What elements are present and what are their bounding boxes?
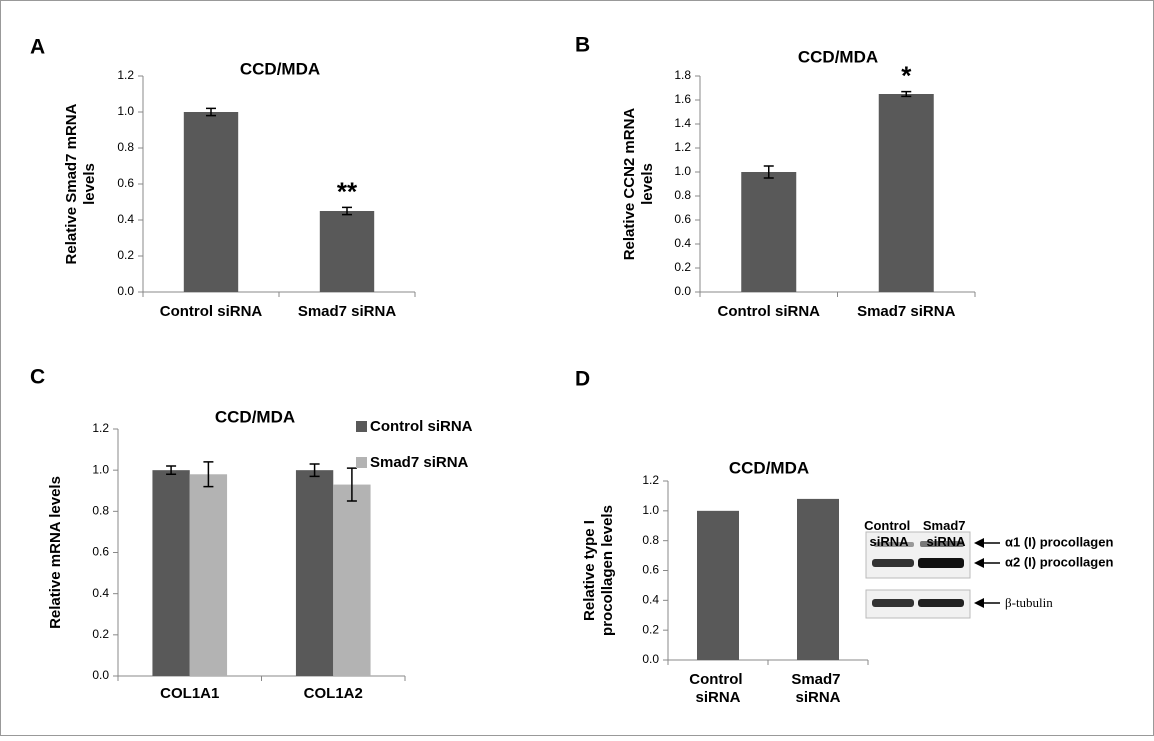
- panel-letter: A: [30, 36, 45, 59]
- y-tick-label: 1.8: [674, 68, 691, 82]
- y-tick-label: 0.6: [117, 176, 134, 190]
- band: [872, 559, 914, 567]
- bar: [333, 485, 370, 676]
- panel-letter: B: [575, 34, 590, 57]
- y-tick-label: 0.2: [674, 260, 691, 274]
- bar: [184, 112, 238, 292]
- y-tick-label: 0.8: [642, 533, 659, 547]
- y-tick-label: 0.4: [117, 212, 134, 226]
- significance: *: [901, 60, 912, 90]
- bar: [320, 211, 374, 292]
- panel-letter: D: [575, 368, 590, 391]
- panel-letter: C: [30, 366, 45, 389]
- figure: Control siRNA Smad7 siRNA α1 (I) procoll…: [0, 0, 1154, 736]
- y-tick-label: 0.4: [92, 586, 109, 600]
- bar: [190, 474, 227, 676]
- bar: [879, 94, 934, 292]
- y-axis-label: procollagen levels: [599, 505, 616, 636]
- y-tick-label: 0.4: [674, 236, 691, 250]
- y-tick-label: 1.0: [117, 104, 134, 118]
- y-tick-label: 0.2: [117, 248, 134, 262]
- bar: [296, 470, 333, 676]
- y-tick-label: 0.4: [642, 593, 659, 607]
- y-axis-label: Relative type I: [581, 520, 598, 621]
- y-tick-label: 0.0: [92, 668, 109, 682]
- x-tick-label: Control siRNA: [689, 671, 747, 706]
- band: [918, 558, 964, 568]
- y-axis-label: levels: [81, 163, 98, 205]
- y-tick-label: 1.0: [92, 462, 109, 476]
- y-axis-label: levels: [639, 163, 656, 205]
- y-tick-label: 1.0: [642, 503, 659, 517]
- y-tick-label: 1.2: [117, 68, 134, 82]
- band-label: α2 (I) procollagen: [1005, 554, 1113, 569]
- band-label: β-tubulin: [1005, 595, 1053, 610]
- significance: **: [337, 176, 358, 206]
- legend-label: Control siRNA: [370, 418, 473, 435]
- legend-swatch: [356, 421, 367, 432]
- y-tick-label: 0.2: [92, 627, 109, 641]
- y-tick-label: 1.0: [674, 164, 691, 178]
- legend-label: Smad7 siRNA: [370, 454, 469, 471]
- chart-title: CCD/MDA: [798, 47, 878, 66]
- chart-title: CCD/MDA: [240, 59, 320, 78]
- y-tick-label: 1.4: [674, 116, 691, 130]
- x-tick-label: COL1A2: [304, 685, 363, 702]
- legend-swatch: [356, 457, 367, 468]
- lane-label: Control siRNA: [864, 518, 914, 549]
- y-axis-label: Relative CCN2 mRNA: [621, 108, 638, 261]
- y-tick-label: 0.8: [92, 504, 109, 518]
- bar: [152, 470, 189, 676]
- bar: [797, 499, 839, 660]
- x-tick-label: COL1A1: [160, 685, 219, 702]
- y-tick-label: 0.0: [674, 284, 691, 298]
- x-tick-label: Smad7 siRNA: [298, 303, 397, 320]
- y-tick-label: 1.6: [674, 92, 691, 106]
- chart-title: CCD/MDA: [729, 458, 809, 477]
- lane-label: Smad7 siRNA: [923, 518, 969, 549]
- y-tick-label: 1.2: [674, 140, 691, 154]
- y-tick-label: 0.8: [117, 140, 134, 154]
- y-tick-label: 0.6: [92, 545, 109, 559]
- y-tick-label: 1.2: [642, 473, 659, 487]
- bar: [697, 511, 739, 660]
- x-tick-label: Control siRNA: [160, 303, 263, 320]
- y-tick-label: 0.0: [117, 284, 134, 298]
- bar: [741, 172, 796, 292]
- x-tick-label: Smad7 siRNA: [791, 671, 844, 706]
- x-tick-label: Smad7 siRNA: [857, 303, 956, 320]
- y-tick-label: 1.2: [92, 421, 109, 435]
- y-axis-label: Relative Smad7 mRNA: [63, 103, 80, 264]
- band-label: α1 (I) procollagen: [1005, 534, 1113, 549]
- y-tick-label: 0.6: [674, 212, 691, 226]
- y-tick-label: 0.6: [642, 563, 659, 577]
- y-tick-label: 0.2: [642, 622, 659, 636]
- band: [872, 599, 914, 607]
- y-tick-label: 0.0: [642, 652, 659, 666]
- chart-title: CCD/MDA: [215, 407, 295, 426]
- y-axis-label: Relative mRNA levels: [47, 476, 64, 629]
- x-tick-label: Control siRNA: [718, 303, 821, 320]
- y-tick-label: 0.8: [674, 188, 691, 202]
- band: [918, 599, 964, 607]
